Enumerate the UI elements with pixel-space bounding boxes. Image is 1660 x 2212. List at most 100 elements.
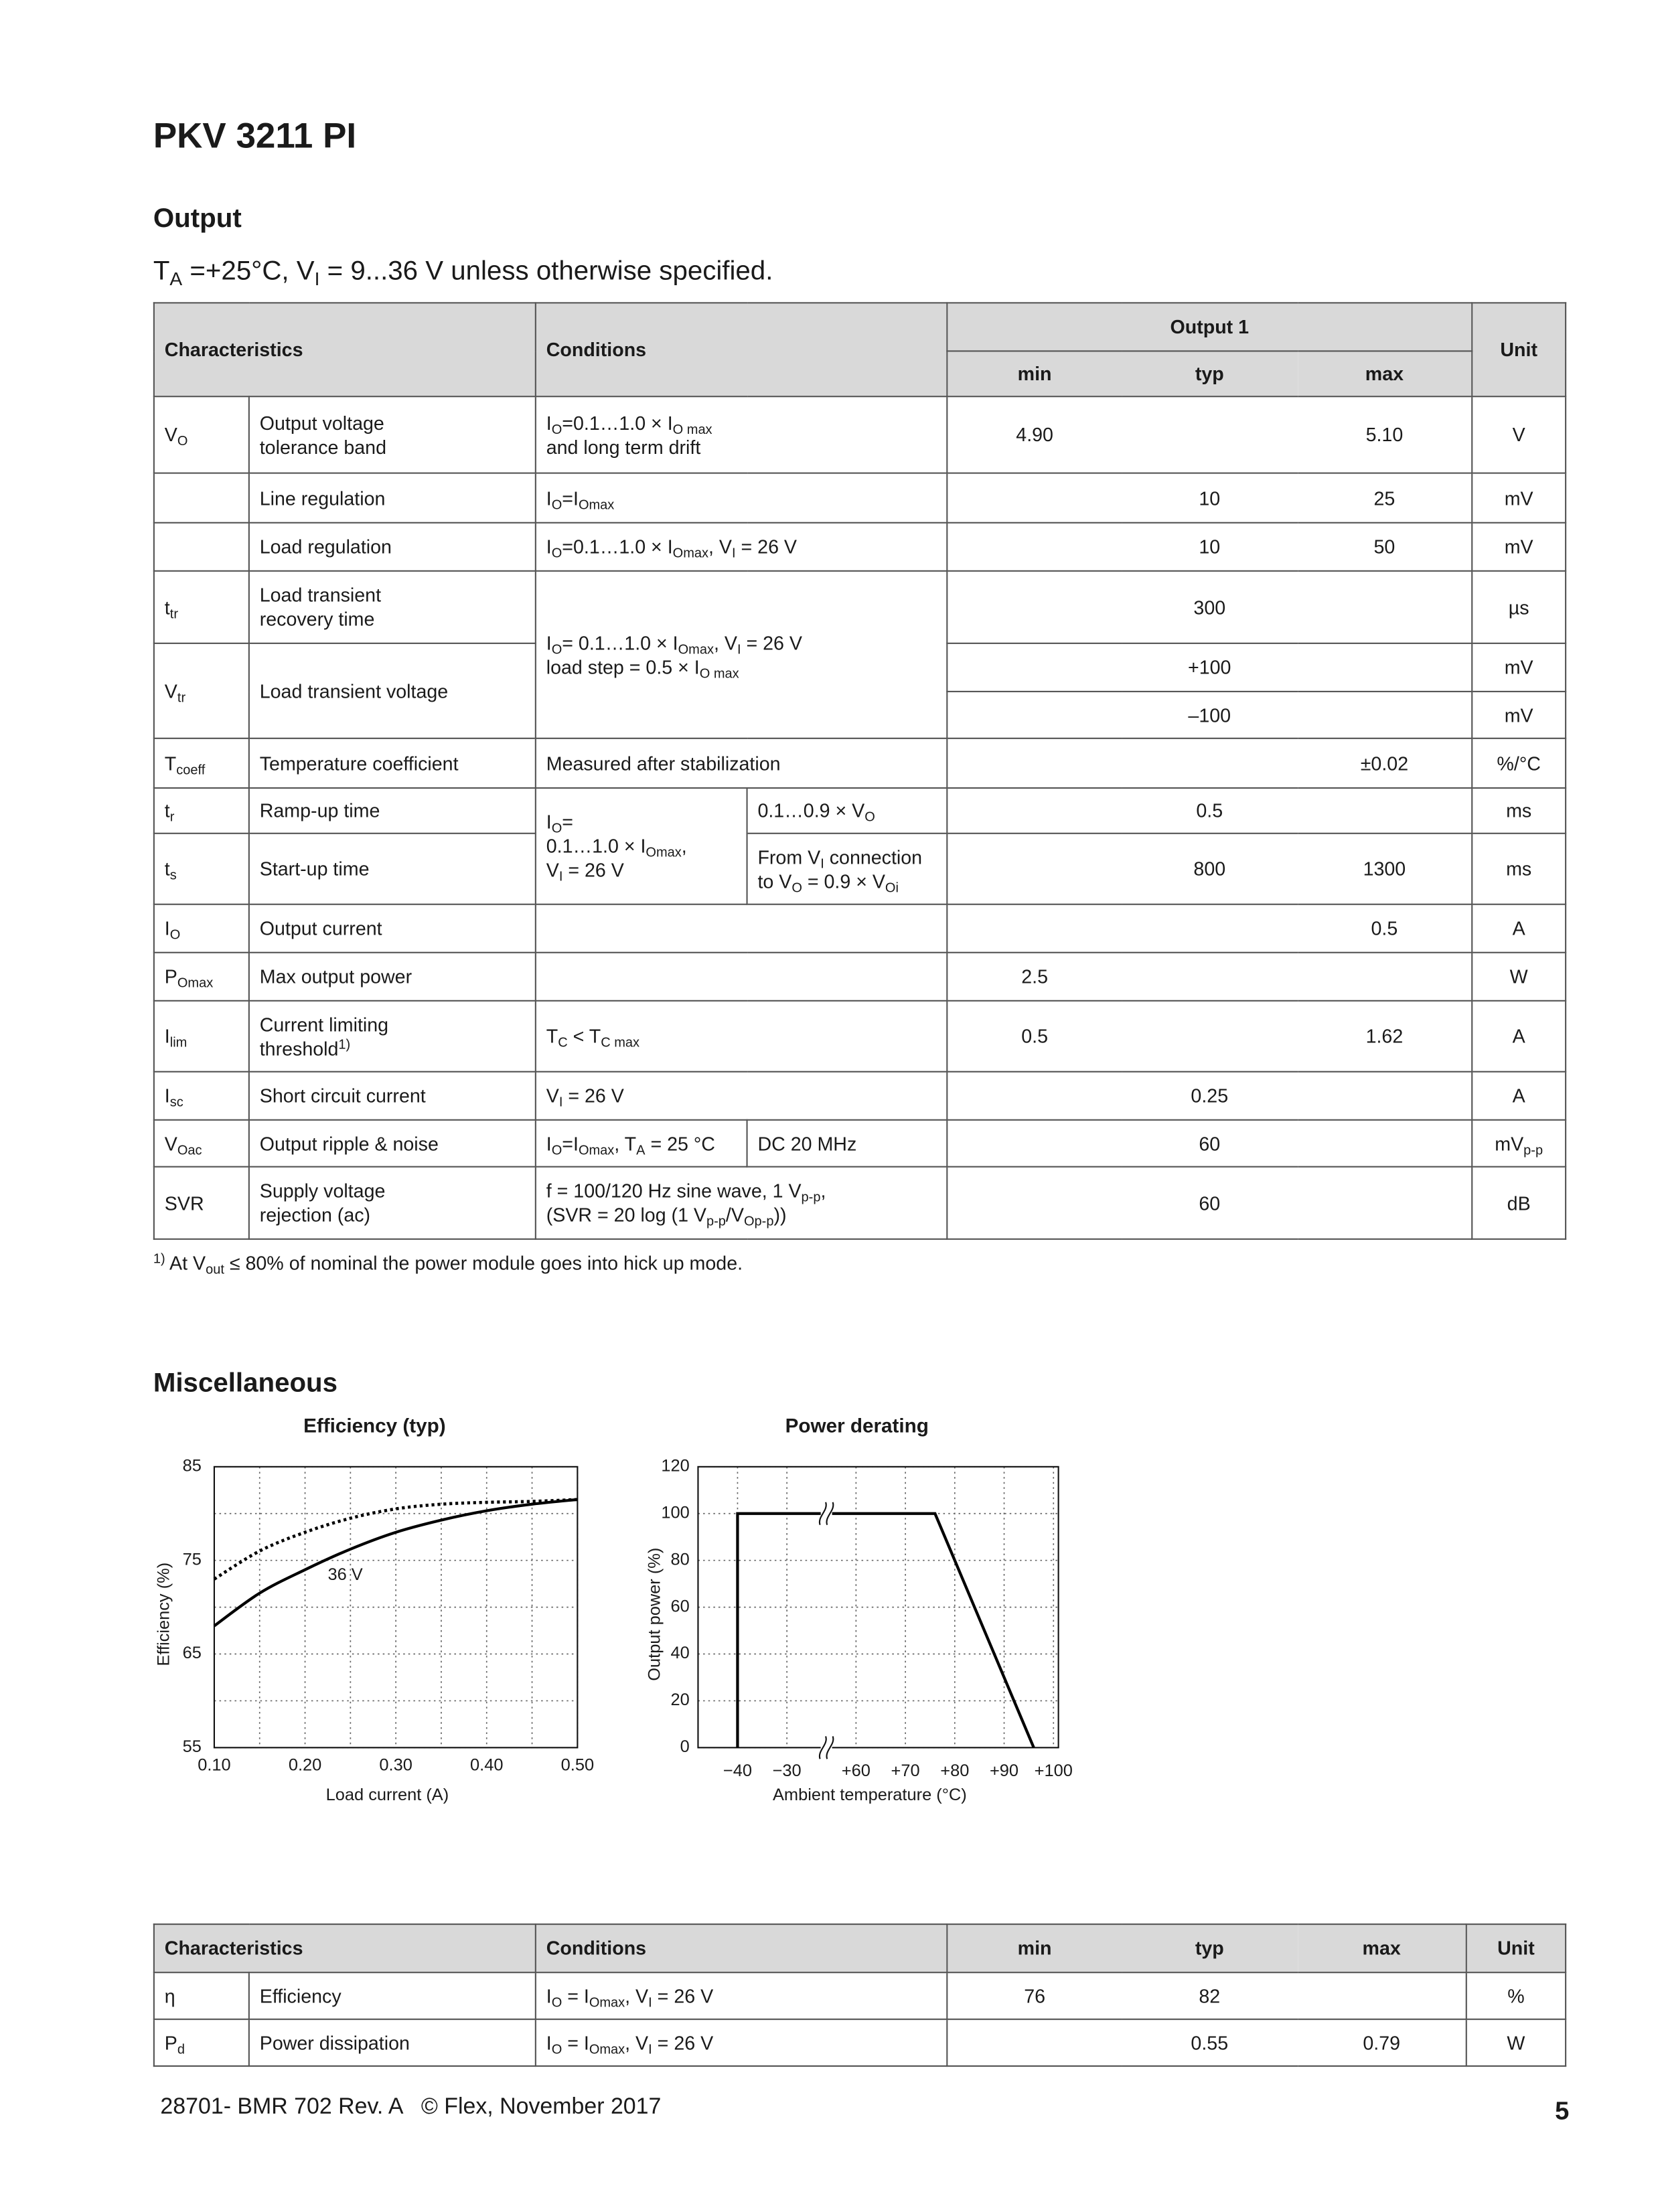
table-cell: +100 <box>1121 642 1298 692</box>
table-cell: tr <box>153 787 250 834</box>
table-cell: IO=0.1…1.0 × IO max and long term drift <box>534 396 948 474</box>
table-cell <box>946 690 1122 739</box>
table-cell: 60 <box>1121 1119 1298 1168</box>
table-cell: 0.5 <box>946 1000 1122 1073</box>
table-row: IO Output current 0.5 A <box>153 903 1567 953</box>
table-cell <box>1297 1119 1473 1168</box>
chart-title: Efficiency (typ) <box>303 1415 446 1437</box>
table-cell: Measured after stabilization <box>534 737 948 789</box>
table-cell <box>946 2019 1122 2067</box>
y-tick-label: 20 <box>670 1690 689 1709</box>
table-cell: 25 <box>1297 472 1473 524</box>
table-row: min typ max <box>154 350 1566 398</box>
y-tick-label: 55 <box>183 1737 202 1756</box>
table-row: Characteristics Conditions Output 1 Unit <box>153 302 1567 398</box>
footnote: 1) At Vout ≤ 80% of nominal the power mo… <box>153 1251 743 1278</box>
plot-frame <box>213 1466 579 1749</box>
header-cell: Unit <box>1465 1923 1567 1974</box>
table-row: tr Ramp-up time IO= 0.1…1.0 × IOmax, VI = 26… <box>153 787 1567 905</box>
table-cell: –100 <box>1121 690 1298 739</box>
y-tick-label: 0 <box>680 1737 690 1756</box>
table-cell: mV <box>1471 690 1567 739</box>
section-heading: Output <box>153 204 242 234</box>
table-cell <box>1297 690 1473 739</box>
axis-break <box>818 1736 827 1759</box>
line-chart: Efficiency (typ) Load current (A) Efficien… <box>154 1415 594 1804</box>
table-row: ttr Load transient recovery time IO= 0.1…1.… <box>153 570 1567 739</box>
table-cell: Vtr <box>153 642 250 739</box>
table-row: Tcoeff Temperature coefficient Measured af… <box>153 737 1567 789</box>
table-cell <box>946 1119 1122 1168</box>
table-cell: TC < TC max <box>534 1000 948 1073</box>
table-cell: dB <box>1471 1166 1567 1240</box>
table-cell <box>1297 787 1473 834</box>
table-cell: 0.55 <box>1121 2019 1298 2067</box>
table-cell <box>946 1071 1122 1121</box>
table-cell: Line regulation <box>248 472 536 524</box>
table-cell: mV <box>1471 642 1567 692</box>
table-row: SVR Supply voltage rejection (ac) f = 100/1… <box>153 1166 1567 1240</box>
x-tick-label: 0.20 <box>289 1756 321 1775</box>
plot-frame <box>697 1466 1059 1749</box>
x-tick-label: 0.10 <box>198 1756 230 1775</box>
table-cell <box>946 522 1122 572</box>
table-cell <box>1297 1071 1473 1121</box>
table-cell: IO=IOmax <box>534 472 948 524</box>
table-cell: DC 20 MHz <box>746 1119 948 1168</box>
table-cell: mVp-p <box>1471 1119 1567 1168</box>
table-row: VO Output voltage tolerance band IO=0.1…1.0… <box>153 396 1567 474</box>
table-cell: Tcoeff <box>153 737 250 789</box>
x-axis-label: Ambient temperature (°C) <box>773 1786 967 1804</box>
table-cell: 50 <box>1297 522 1473 572</box>
table-cell: Start-up time <box>248 832 536 905</box>
table-cell <box>153 472 250 524</box>
table-cell <box>1297 1972 1467 2021</box>
table-cell <box>534 903 948 953</box>
table-cell: IO = IOmax, VI = 26 V <box>534 1972 948 2021</box>
y-axis-label: Output power (%) <box>646 1548 664 1681</box>
table-cell: η <box>153 1972 250 2021</box>
table-row: Pd Power dissipation IO = IOmax, VI = 26 V… <box>153 2019 1567 2067</box>
table-cell: Current limiting threshold1) <box>248 1000 536 1073</box>
table-cell: ms <box>1471 832 1567 905</box>
x-tick-label: +80 <box>940 1761 969 1780</box>
y-tick-label: 60 <box>670 1597 689 1615</box>
table-cell <box>946 570 1122 644</box>
table-cell <box>1297 1166 1473 1240</box>
axis-break <box>818 1502 827 1526</box>
table-cell: 82 <box>1121 1972 1298 2021</box>
table-cell: From VI connection to VO = 0.9 × VOi <box>746 832 948 905</box>
y-tick-label: 120 <box>661 1457 689 1476</box>
table-cell: IO= 0.1…1.0 × IOmax, VI = 26 V <box>534 787 748 905</box>
header-cell: max <box>1297 350 1473 398</box>
series-line <box>736 1512 1035 1749</box>
table-cell: IO=0.1…1.0 × IOmax, VI = 26 V <box>534 522 948 572</box>
table-cell: W <box>1465 2019 1567 2067</box>
table-cell: mV <box>1471 472 1567 524</box>
y-tick-label: 40 <box>670 1644 689 1662</box>
line-chart: Power derating Ambient temperature (°C) Ou… <box>646 1415 1073 1804</box>
table-cell <box>946 642 1122 692</box>
table-cell: Ilim <box>153 1000 250 1073</box>
table-cell: A <box>1471 1000 1567 1073</box>
table-cell: Efficiency <box>248 1972 536 2021</box>
header-cell: Conditions <box>534 1923 948 1974</box>
y-tick-label: 85 <box>183 1457 202 1476</box>
table-cell <box>946 737 1122 789</box>
table-row: POmax Max output power 2.5 W <box>153 951 1567 1002</box>
table-cell: 5.10 <box>1297 396 1473 474</box>
series-label: 36 V <box>327 1565 362 1584</box>
table-cell: Load regulation <box>248 522 536 572</box>
table-cell <box>153 522 250 572</box>
table-cell <box>946 1166 1122 1240</box>
table-cell: W <box>1471 951 1567 1002</box>
table-cell <box>1297 642 1473 692</box>
table-cell: %/°C <box>1471 737 1567 789</box>
table-cell: V <box>1471 396 1567 474</box>
y-axis-label: Efficiency (%) <box>154 1563 173 1666</box>
table-row: Load regulation IO=0.1…1.0 × IOmax, VI = … <box>153 522 1567 572</box>
series-line <box>213 1498 578 1628</box>
table-cell: ttr <box>153 570 250 644</box>
table-cell: Output voltage tolerance band <box>248 396 536 474</box>
